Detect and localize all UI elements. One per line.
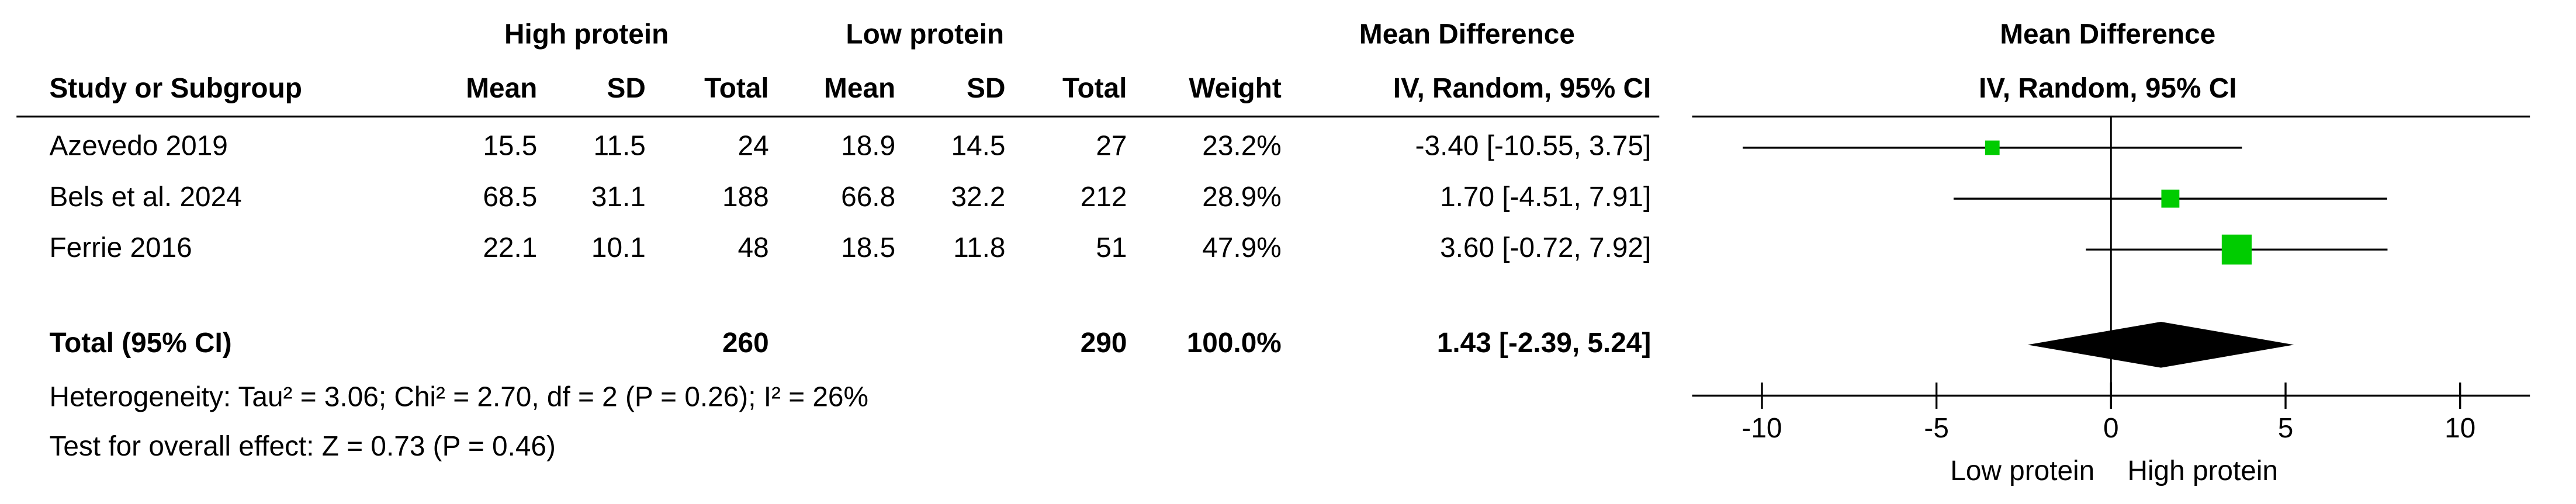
heterogeneity: Heterogeneity: Tau² = 3.06; Chi² = 2.70,… <box>49 382 868 413</box>
column-header: IV, Random, 95% CI <box>1393 73 1651 104</box>
table-cell: 51 <box>1096 232 1127 263</box>
table-cell: 14.5 <box>951 131 1006 162</box>
table-cell: 188 <box>722 182 769 213</box>
table-cell: 11.8 <box>953 232 1005 263</box>
column-header: Study or Subgroup <box>49 73 302 104</box>
table-cell: 27 <box>1096 131 1127 162</box>
x-tick-label: -5 <box>1924 413 1948 444</box>
plot-title: Mean Difference <box>2000 19 2215 50</box>
effect-square <box>2161 189 2180 208</box>
x-tick-label: 0 <box>2103 413 2119 444</box>
overall-effect: Test for overall effect: Z = 0.73 (P = 0… <box>49 431 555 462</box>
total-cell: 290 <box>1081 328 1127 359</box>
table-cell: 15.5 <box>483 131 537 162</box>
column-header: Total <box>704 73 769 104</box>
total-diamond <box>2027 321 2294 368</box>
column-header: Mean <box>824 73 895 104</box>
favours-label: High protein <box>2127 456 2278 486</box>
table-cell: 10.1 <box>591 232 646 263</box>
total-cell: 100.0% <box>1187 328 1282 359</box>
table-cell: 31.1 <box>591 182 646 213</box>
total-cell: 1.43 [-2.39, 5.24] <box>1437 328 1651 359</box>
x-tick-label: 5 <box>2278 413 2294 444</box>
table-cell: 47.9% <box>1202 232 1281 263</box>
table-cell: Bels et al. 2024 <box>49 182 241 213</box>
table-cell: 1.70 [-4.51, 7.91] <box>1440 182 1651 213</box>
table-cell: 68.5 <box>483 182 537 213</box>
total-cell: Total (95% CI) <box>49 328 231 359</box>
table-cell: 28.9% <box>1202 182 1281 213</box>
x-tick-label: 10 <box>2445 413 2475 444</box>
table-cell: 32.2 <box>951 182 1006 213</box>
table-cell: 3.60 [-0.72, 7.92] <box>1440 232 1651 263</box>
plot-subtitle: IV, Random, 95% CI <box>1979 73 2237 104</box>
column-header: Mean <box>466 73 537 104</box>
table-cell: 212 <box>1081 182 1127 213</box>
group-header: Low protein <box>846 19 1004 50</box>
group-header: Mean Difference <box>1359 19 1575 50</box>
effect-square <box>2221 234 2252 265</box>
table-cell: 18.5 <box>841 232 895 263</box>
column-header: Total <box>1062 73 1127 104</box>
table-cell: 23.2% <box>1202 131 1281 162</box>
x-tick-label: -10 <box>1741 413 1782 444</box>
table-cell: 66.8 <box>841 182 895 213</box>
column-header: SD <box>607 73 646 104</box>
table-cell: 18.9 <box>841 131 895 162</box>
table-cell: 11.5 <box>593 131 645 162</box>
table-cell: -3.40 [-10.55, 3.75] <box>1415 131 1651 162</box>
table-cell: Ferrie 2016 <box>49 232 192 263</box>
total-cell: 260 <box>722 328 769 359</box>
effect-square <box>1985 140 2000 155</box>
favours-label: Low protein <box>1950 456 2094 486</box>
column-header: SD <box>967 73 1005 104</box>
group-header: High protein <box>504 19 669 50</box>
table-cell: 48 <box>738 232 769 263</box>
table-cell: 24 <box>738 131 769 162</box>
table-cell: 22.1 <box>483 232 537 263</box>
column-header: Weight <box>1189 73 1281 104</box>
table-cell: Azevedo 2019 <box>49 131 227 162</box>
